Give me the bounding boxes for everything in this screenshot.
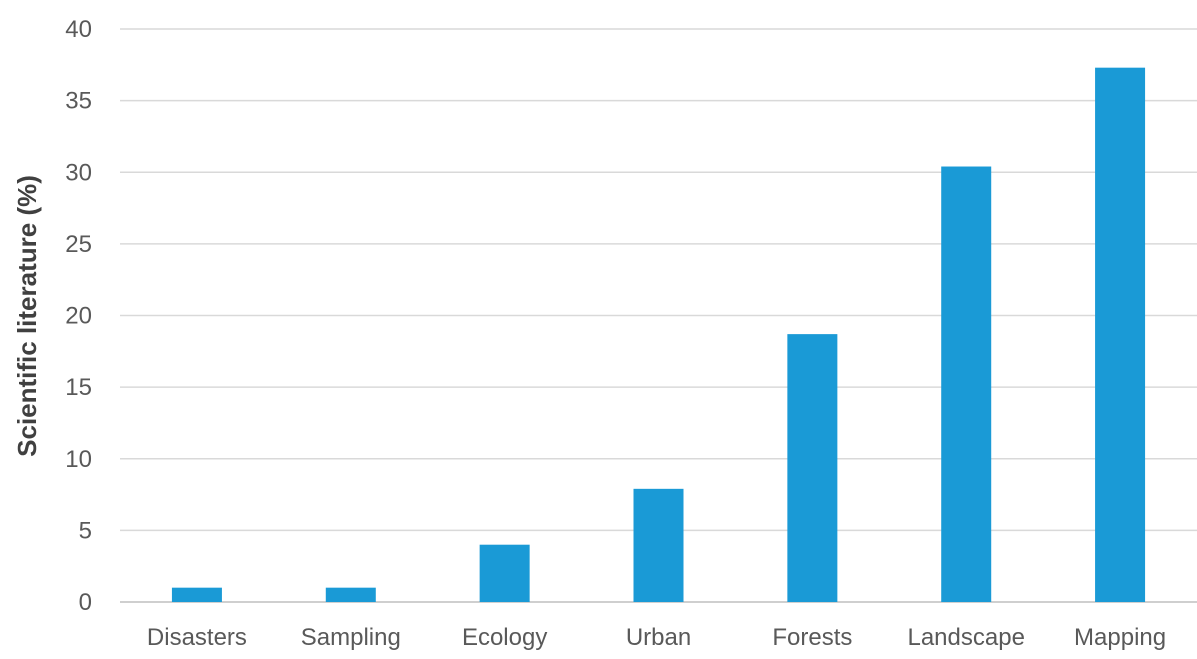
- y-tick-label: 25: [65, 231, 92, 258]
- y-axis-ticks: 0 5 10 15 20 25 30 35 40: [65, 16, 92, 616]
- bar-forests: [787, 334, 838, 602]
- bar-landscape: [941, 166, 992, 602]
- y-tick-label: 10: [65, 446, 92, 473]
- x-tick-label-landscape: Landscape: [907, 624, 1024, 651]
- y-axis-title: Scientific literature (%): [12, 175, 42, 457]
- gridlines: [120, 28, 1197, 603]
- x-tick-label-disasters: Disasters: [147, 624, 247, 651]
- x-tick-label-forests: Forests: [772, 624, 852, 651]
- y-tick-label: 30: [65, 159, 92, 186]
- y-tick-label: 5: [79, 517, 92, 544]
- x-tick-label-mapping: Mapping: [1074, 624, 1166, 651]
- bars: [171, 67, 1146, 603]
- bar-mapping: [1095, 67, 1146, 603]
- y-tick-label: 35: [65, 88, 92, 115]
- bar-disasters: [171, 587, 222, 602]
- x-tick-label-sampling: Sampling: [301, 624, 401, 651]
- bar-urban: [633, 488, 684, 602]
- y-tick-label: 20: [65, 303, 92, 330]
- bar-sampling: [325, 587, 376, 602]
- x-axis-ticks: Disasters Sampling Ecology Urban Forests Land…: [147, 624, 1166, 651]
- y-tick-label: 40: [65, 16, 92, 43]
- bar-ecology: [479, 544, 530, 602]
- x-tick-label-ecology: Ecology: [462, 624, 547, 651]
- y-tick-label: 15: [65, 374, 92, 401]
- x-tick-label-urban: Urban: [626, 624, 691, 651]
- y-tick-label: 0: [79, 589, 92, 616]
